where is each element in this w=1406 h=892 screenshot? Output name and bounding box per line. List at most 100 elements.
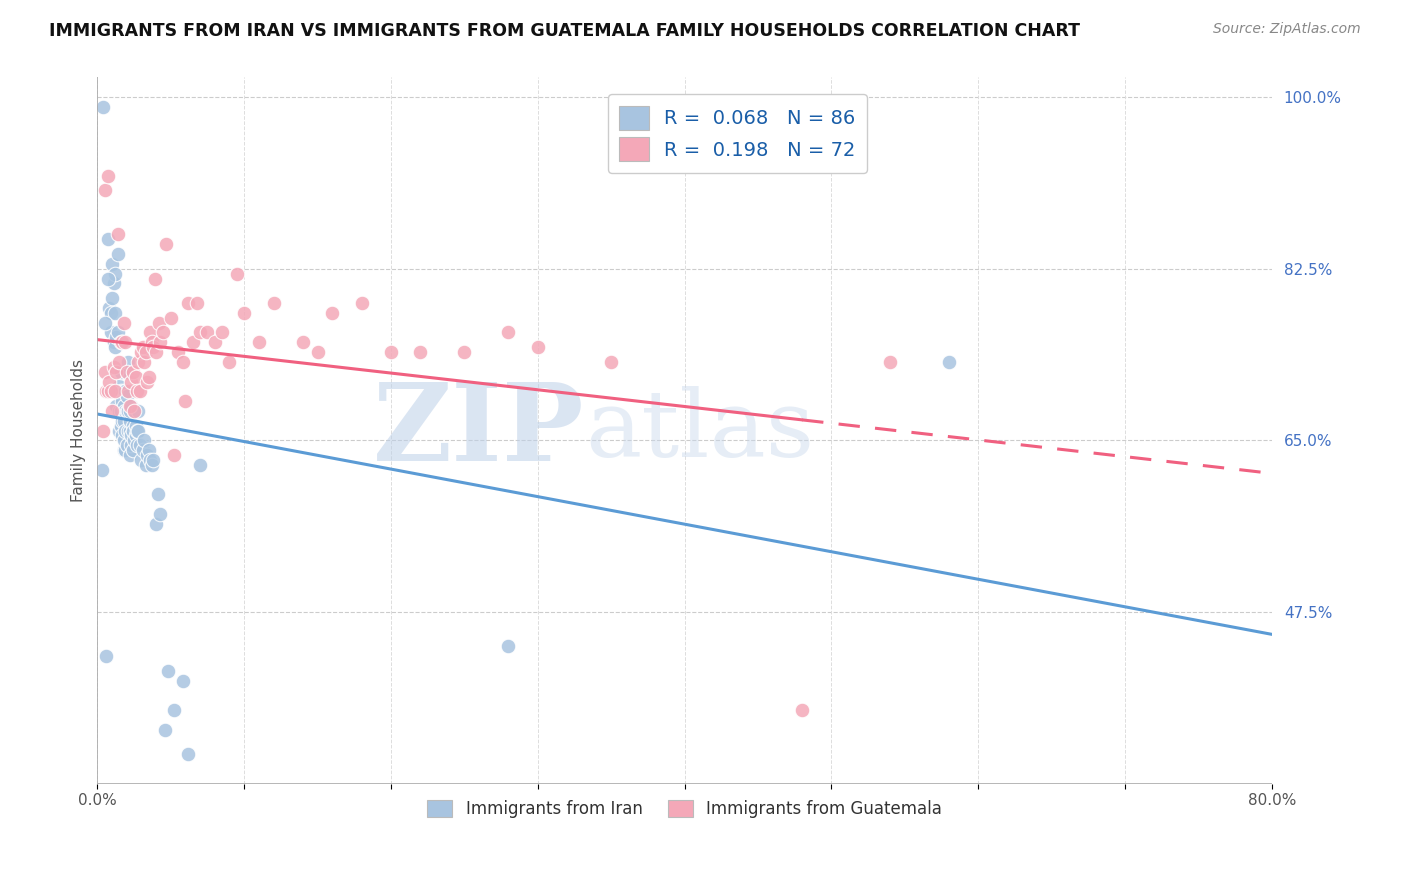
Point (118, 414, 141, 428)
Point (91, 424, 114, 438)
Point (111, 394, 134, 409)
Point (136, 375, 159, 389)
Point (186, 296, 208, 310)
Point (197, 326, 219, 340)
Point (114, 424, 136, 438)
Point (104, 340, 127, 354)
Point (103, 277, 125, 291)
Point (120, 399, 142, 413)
Point (127, 355, 149, 369)
Point (527, 340, 550, 354)
Point (117, 424, 139, 438)
Point (97, 271, 120, 285)
Point (143, 271, 166, 285)
Point (247, 335, 270, 350)
Point (938, 355, 960, 369)
Point (122, 434, 145, 448)
Point (134, 434, 156, 448)
Text: atlas: atlas (585, 385, 814, 475)
Point (114, 404, 136, 418)
Point (100, 306, 122, 320)
Point (177, 747, 200, 762)
Point (152, 326, 174, 340)
Point (138, 369, 160, 384)
Point (291, 335, 314, 350)
Point (135, 345, 157, 359)
Point (124, 369, 146, 384)
Point (139, 453, 162, 467)
Point (101, 291, 124, 305)
Point (145, 516, 167, 531)
Point (233, 306, 256, 320)
Point (127, 424, 149, 438)
Point (112, 443, 135, 458)
Point (307, 345, 329, 359)
Point (117, 384, 139, 399)
Point (134, 355, 156, 369)
Point (122, 404, 145, 418)
Point (188, 458, 211, 472)
Point (136, 448, 159, 462)
Point (114, 384, 136, 399)
Point (120, 438, 142, 452)
Point (125, 384, 148, 399)
Point (225, 267, 247, 281)
Point (129, 384, 152, 399)
Point (100, 326, 122, 340)
Point (91, 100, 114, 114)
Point (97, 169, 120, 183)
Point (145, 345, 167, 359)
Point (156, 664, 179, 678)
Point (103, 359, 125, 374)
Point (153, 723, 176, 737)
Point (132, 443, 155, 458)
Point (101, 404, 124, 418)
Point (93, 316, 115, 330)
Point (110, 404, 132, 418)
Point (188, 326, 211, 340)
Text: Source: ZipAtlas.com: Source: ZipAtlas.com (1213, 22, 1361, 37)
Point (142, 453, 165, 467)
Point (98, 301, 121, 315)
Point (792, 703, 814, 717)
Point (174, 394, 197, 409)
Point (107, 247, 129, 261)
Point (148, 316, 170, 330)
Point (139, 326, 162, 340)
Point (117, 355, 139, 369)
Point (100, 384, 122, 399)
Point (142, 340, 165, 354)
Point (118, 399, 141, 413)
Point (107, 227, 129, 242)
Point (380, 345, 402, 359)
Point (115, 365, 138, 379)
Point (93, 365, 115, 379)
Point (115, 365, 138, 379)
Point (97, 232, 120, 246)
Point (101, 257, 124, 271)
Point (117, 404, 139, 418)
Point (167, 345, 190, 359)
Point (114, 443, 136, 458)
Point (115, 404, 138, 418)
Point (108, 424, 131, 438)
Point (105, 365, 128, 379)
Point (120, 375, 142, 389)
Point (111, 335, 134, 350)
Point (138, 443, 160, 458)
Point (115, 389, 138, 403)
Text: ZIP: ZIP (374, 377, 585, 483)
Point (107, 326, 129, 340)
Point (211, 326, 233, 340)
Point (125, 438, 148, 452)
Point (177, 296, 200, 310)
Point (111, 335, 134, 350)
Point (453, 345, 475, 359)
Point (110, 335, 132, 350)
Point (121, 365, 143, 379)
Point (111, 414, 134, 428)
Point (141, 335, 163, 350)
Point (129, 438, 152, 452)
Point (172, 673, 194, 688)
Point (105, 330, 128, 344)
